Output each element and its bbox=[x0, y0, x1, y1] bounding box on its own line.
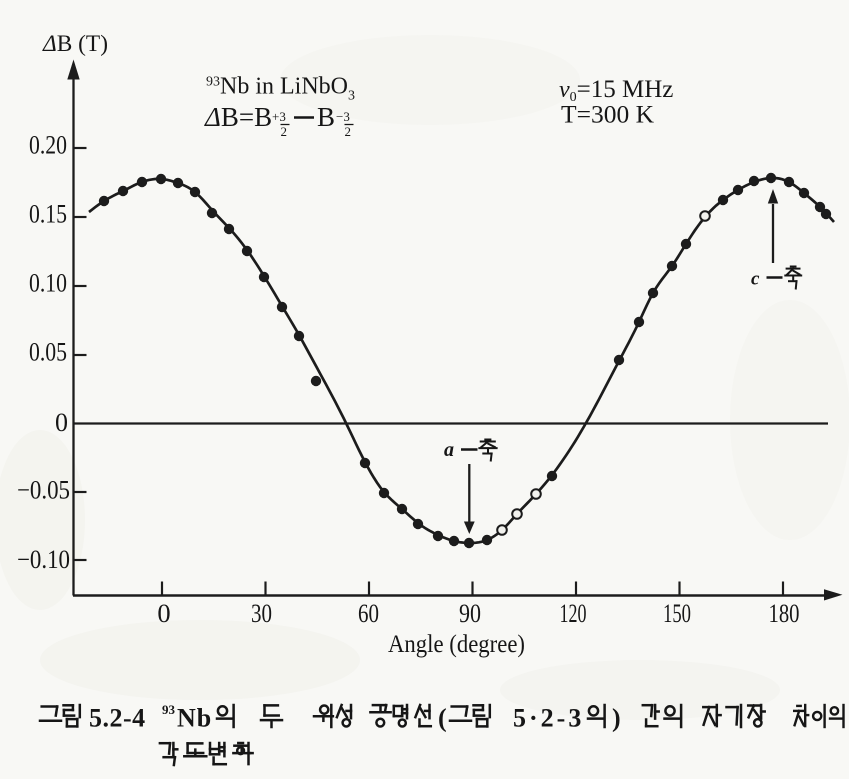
svg-text:−0.10: −0.10 bbox=[17, 545, 70, 574]
svg-text:a: a bbox=[444, 439, 454, 461]
svg-text:120: 120 bbox=[560, 598, 587, 628]
svg-text:0.05: 0.05 bbox=[29, 338, 67, 367]
svg-text:2: 2 bbox=[281, 124, 288, 139]
svg-text:0.15: 0.15 bbox=[29, 200, 67, 229]
svg-text:5·2-3: 5·2-3 bbox=[513, 704, 584, 733]
svg-text:93Nb in LiNbO3: 93Nb in LiNbO3 bbox=[206, 74, 355, 104]
svg-text:0: 0 bbox=[157, 598, 170, 628]
svg-text:5.2-4: 5.2-4 bbox=[89, 704, 146, 733]
svg-text:0.20: 0.20 bbox=[29, 131, 67, 160]
svg-text:ΔB (T): ΔB (T) bbox=[42, 31, 108, 56]
svg-text:Angle (degree): Angle (degree) bbox=[388, 631, 525, 658]
svg-text:+3: +3 bbox=[272, 109, 286, 124]
svg-text:2: 2 bbox=[345, 124, 352, 139]
svg-text:0.10: 0.10 bbox=[29, 269, 67, 298]
svg-text:T=300 K: T=300 K bbox=[561, 102, 654, 129]
svg-text:B: B bbox=[317, 102, 335, 132]
svg-text:−3: −3 bbox=[336, 109, 350, 124]
svg-text:30: 30 bbox=[251, 598, 272, 628]
svg-text:): ) bbox=[612, 704, 621, 733]
svg-text:ν0=15 MHz: ν0=15 MHz bbox=[559, 76, 673, 105]
svg-text:0: 0 bbox=[55, 408, 68, 437]
svg-text:(: ( bbox=[438, 704, 447, 733]
svg-text:Nb: Nb bbox=[177, 704, 212, 733]
svg-text:c: c bbox=[751, 269, 760, 290]
svg-text:−0.05: −0.05 bbox=[17, 476, 70, 505]
svg-text:150: 150 bbox=[663, 598, 691, 628]
svg-text:180: 180 bbox=[769, 598, 800, 628]
svg-text:90: 90 bbox=[459, 598, 481, 628]
svg-text:ΔB=B: ΔB=B bbox=[204, 102, 272, 132]
svg-text:93: 93 bbox=[162, 702, 176, 717]
svg-text:60: 60 bbox=[358, 598, 379, 628]
